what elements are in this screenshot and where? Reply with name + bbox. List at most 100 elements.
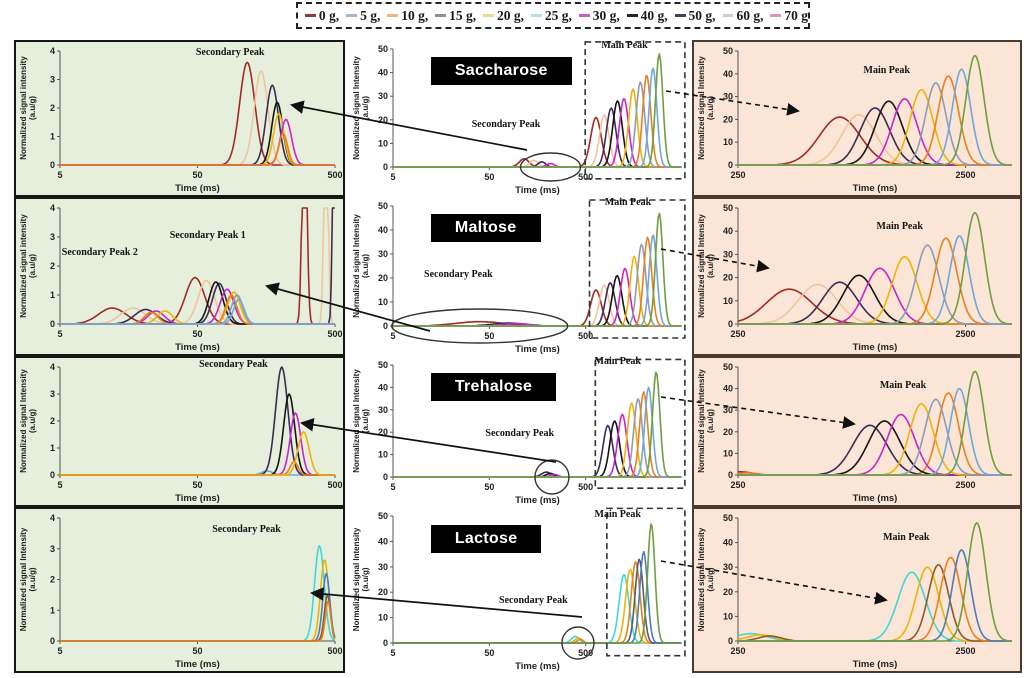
svg-text:5: 5 bbox=[390, 331, 395, 341]
svg-text:Normalized signal Intensity: Normalized signal Intensity bbox=[697, 214, 706, 318]
svg-text:5: 5 bbox=[57, 170, 62, 180]
svg-text:Normalized signal Intensity: Normalized signal Intensity bbox=[352, 214, 361, 318]
svg-text:Normalized signal Intensity: Normalized signal Intensity bbox=[19, 369, 28, 473]
svg-text:0: 0 bbox=[50, 319, 55, 329]
svg-text:50: 50 bbox=[723, 513, 733, 523]
annotation-label: Main Peak bbox=[604, 197, 652, 208]
svg-text:(a.u/g): (a.u/g) bbox=[361, 567, 370, 591]
svg-text:Normalized signal intensity: Normalized signal intensity bbox=[19, 214, 28, 318]
svg-text:Time (ms): Time (ms) bbox=[175, 183, 220, 194]
svg-text:10: 10 bbox=[378, 450, 388, 460]
svg-text:10: 10 bbox=[378, 297, 388, 307]
legend-label: 30 g, bbox=[592, 7, 620, 23]
svg-text:40: 40 bbox=[723, 226, 733, 236]
svg-text:(a.u/g): (a.u/g) bbox=[28, 254, 37, 278]
svg-text:0: 0 bbox=[728, 160, 733, 170]
svg-text:40: 40 bbox=[723, 69, 733, 79]
svg-text:500: 500 bbox=[327, 170, 342, 180]
svg-text:40: 40 bbox=[378, 536, 388, 546]
chart-maltose-main: 0 10 20 30 40 50 250 2500 Time (ms) Normalized si… bbox=[697, 203, 1012, 353]
svg-text:10: 10 bbox=[378, 613, 388, 623]
svg-text:30: 30 bbox=[378, 249, 388, 259]
svg-text:50: 50 bbox=[484, 172, 494, 182]
legend-swatch bbox=[435, 14, 447, 17]
svg-text:50: 50 bbox=[378, 44, 388, 54]
panel-trehalose-secondary: 0 1 2 3 4 5 50 500 Time (ms) Normalized signal In… bbox=[14, 356, 345, 507]
svg-text:50: 50 bbox=[723, 362, 733, 372]
legend-swatch bbox=[530, 14, 542, 17]
legend-label: 10 g, bbox=[401, 7, 429, 23]
svg-text:500: 500 bbox=[578, 482, 593, 492]
panel-maltose-main: 0 10 20 30 40 50 250 2500 Time (ms) Normalized si… bbox=[692, 197, 1022, 356]
svg-text:20: 20 bbox=[378, 427, 388, 437]
svg-text:2: 2 bbox=[50, 261, 55, 271]
svg-text:Time (ms): Time (ms) bbox=[515, 495, 560, 506]
svg-text:Time (ms): Time (ms) bbox=[515, 661, 560, 672]
svg-text:Time (ms): Time (ms) bbox=[175, 342, 220, 353]
svg-text:3: 3 bbox=[50, 232, 55, 242]
svg-text:(a.u/g): (a.u/g) bbox=[28, 409, 37, 433]
svg-text:0: 0 bbox=[728, 470, 733, 480]
svg-text:30: 30 bbox=[723, 405, 733, 415]
svg-text:(a.u/g): (a.u/g) bbox=[706, 254, 715, 278]
legend-swatch bbox=[305, 14, 316, 17]
svg-text:4: 4 bbox=[50, 362, 55, 372]
legend-label: 50 g, bbox=[688, 7, 716, 23]
legend-swatch bbox=[722, 14, 734, 17]
panel-saccharose-full: 0 10 20 30 40 50 5 50 500 Time (ms) Normalized sig… bbox=[349, 40, 690, 197]
svg-text:40: 40 bbox=[378, 225, 388, 235]
annotation-label: Secondary Peak bbox=[195, 46, 265, 58]
panel-lactose-secondary: 0 1 2 3 4 5 50 500 Time (ms) Normalized signal In… bbox=[14, 507, 345, 673]
panel-saccharose-secondary: 0 1 2 3 4 5 50 500 Time (ms) Normalized signal in… bbox=[14, 40, 345, 197]
legend-swatch bbox=[483, 14, 494, 17]
svg-text:250: 250 bbox=[730, 170, 745, 180]
panel-saccharose-main: 0 10 20 30 40 50 250 2500 Time (ms) Normalized si… bbox=[692, 40, 1022, 197]
legend-label: 15 g, bbox=[449, 7, 477, 23]
legend-label: 0 g, bbox=[318, 7, 340, 23]
panel-maltose-secondary: 0 1 2 3 4 5 50 500 Time (ms) Normalized signal in… bbox=[14, 197, 345, 356]
svg-text:0: 0 bbox=[383, 162, 388, 172]
svg-text:Time (ms): Time (ms) bbox=[853, 342, 898, 353]
svg-text:Time (ms): Time (ms) bbox=[853, 493, 898, 504]
svg-text:250: 250 bbox=[730, 480, 745, 490]
legend-swatch bbox=[674, 14, 686, 17]
svg-text:(a.u/g): (a.u/g) bbox=[361, 254, 370, 278]
svg-text:5: 5 bbox=[390, 482, 395, 492]
svg-text:Normalized signal Intensity: Normalized signal Intensity bbox=[352, 369, 361, 473]
legend-swatch bbox=[346, 14, 358, 17]
svg-text:0: 0 bbox=[728, 636, 733, 646]
svg-text:50: 50 bbox=[378, 201, 388, 211]
svg-text:1: 1 bbox=[50, 290, 55, 300]
annotation-label: Main Peak bbox=[601, 40, 648, 51]
svg-text:50: 50 bbox=[484, 482, 494, 492]
svg-text:0: 0 bbox=[728, 319, 733, 329]
svg-text:Normalized signal intensity: Normalized signal intensity bbox=[19, 56, 28, 160]
chart-saccharose-main: 0 10 20 30 40 50 250 2500 Time (ms) Normalized si… bbox=[697, 46, 1012, 194]
annotation-label: Main Peak bbox=[863, 64, 910, 76]
panel-lactose-full: 0 10 20 30 40 50 5 50 500 Time (ms) Normalized sig… bbox=[349, 507, 690, 673]
svg-text:1: 1 bbox=[50, 443, 55, 453]
annotation-label: Secondary Peak bbox=[199, 359, 268, 371]
annotation-label: Main Peak bbox=[883, 531, 930, 543]
svg-text:50: 50 bbox=[723, 203, 733, 213]
panel-trehalose-main: 0 10 20 30 40 50 250 2500 Time (ms) Normalized si… bbox=[692, 356, 1022, 507]
svg-text:50: 50 bbox=[378, 360, 388, 370]
legend-label: 20 g, bbox=[496, 7, 524, 23]
svg-text:30: 30 bbox=[723, 92, 733, 102]
annotation-label: Secondary Peak bbox=[424, 268, 493, 280]
svg-text:40: 40 bbox=[378, 382, 388, 392]
svg-text:40: 40 bbox=[723, 538, 733, 548]
svg-text:20: 20 bbox=[378, 273, 388, 283]
svg-text:50: 50 bbox=[192, 480, 202, 490]
chart-lactose-secondary: 0 1 2 3 4 5 50 500 Time (ms) Normalized signal In… bbox=[19, 513, 343, 670]
chart-saccharose-secondary: 0 1 2 3 4 5 50 500 Time (ms) Normalized signal in… bbox=[19, 46, 343, 194]
sugar-label-maltose: Maltose bbox=[430, 214, 541, 243]
svg-text:500: 500 bbox=[327, 480, 342, 490]
annotation-label: Main Peak bbox=[594, 356, 641, 367]
svg-text:2: 2 bbox=[50, 103, 55, 113]
legend-label: 5 g, bbox=[360, 7, 381, 23]
annotation-label: Main Peak bbox=[879, 380, 927, 392]
svg-text:3: 3 bbox=[50, 389, 55, 399]
svg-text:2: 2 bbox=[50, 575, 55, 585]
svg-text:20: 20 bbox=[723, 427, 733, 437]
